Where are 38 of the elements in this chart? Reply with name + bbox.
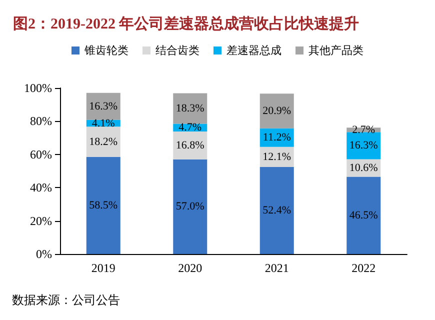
y-tick-label: 80% [30, 114, 52, 128]
bar [260, 167, 294, 254]
source-note: 数据来源：公司公告 [12, 293, 120, 307]
legend-label: 差速器总成 [226, 44, 282, 57]
bar [173, 131, 208, 160]
data-label: 52.4% [262, 204, 292, 217]
x-tick-label: 2021 [264, 261, 289, 275]
y-tick-label: 60% [30, 147, 52, 162]
bar [260, 94, 294, 128]
data-label: 11.2% [262, 132, 291, 144]
data-label: 16.8% [176, 139, 204, 152]
data-label: 16.3% [349, 140, 378, 152]
data-label: 4.1% [92, 117, 115, 130]
x-tick-label: 2020 [178, 261, 202, 275]
y-tick-label: 20% [30, 214, 52, 228]
x-tick-label: 2019 [91, 261, 116, 275]
data-label: 16.3% [89, 100, 118, 112]
data-label: 12.1% [262, 150, 292, 163]
bar [86, 126, 120, 157]
data-label: 57.0% [176, 200, 204, 213]
bar [86, 156, 120, 254]
data-label: 18.2% [89, 136, 118, 148]
y-tick-label: 0% [36, 247, 52, 261]
legend-label: 其他产品类 [308, 44, 364, 57]
data-label: 10.6% [349, 162, 378, 174]
chart-title: 图2：2019-2022 年公司差速器总成营收占比快速提升 [13, 16, 360, 32]
bar [173, 159, 208, 254]
data-label: 20.9% [262, 104, 292, 117]
data-label: 18.3% [176, 102, 204, 114]
y-tick-label: 40% [30, 180, 52, 195]
x-tick-label: 2022 [352, 261, 376, 275]
data-label: 58.5% [89, 199, 118, 212]
y-tick-label: 100% [24, 81, 52, 95]
legend-label: 结合齿类 [156, 44, 200, 57]
bar [346, 176, 381, 254]
data-label: 4.7% [178, 122, 202, 134]
data-label: 46.5% [349, 209, 378, 222]
legend-label: 锥齿轮类 [84, 44, 128, 57]
